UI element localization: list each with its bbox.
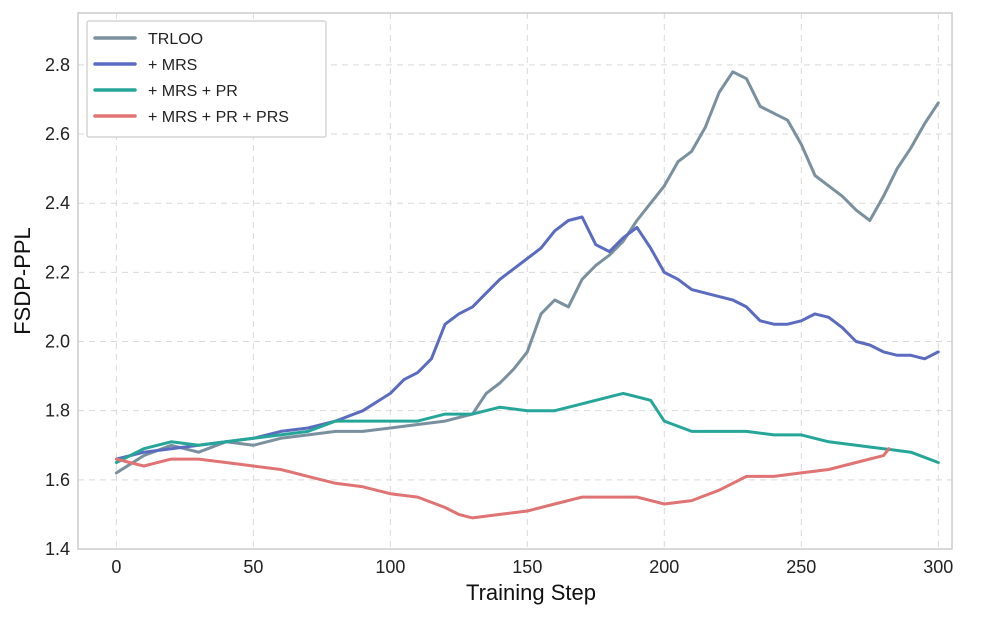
series-line-3 [114, 391, 940, 464]
y-tick-label: 1.4 [45, 539, 70, 559]
legend-box [86, 20, 327, 138]
y-tick-label: 2.2 [45, 262, 70, 282]
y-tick-label: 2.0 [45, 332, 70, 352]
y-tick-label: 1.6 [45, 470, 70, 490]
x-tick-label: 250 [786, 557, 816, 577]
y-axis-ticks: 1.4 1.6 1.8 2.0 2.2 2.4 2.6 2.8 [45, 55, 70, 559]
legend: TRLOO + MRS + MRS + PR + MRS + PR + PRS [86, 20, 327, 138]
x-tick-label: 150 [512, 557, 542, 577]
plot-frame [77, 12, 953, 550]
x-axis-label: Training Step [466, 580, 596, 605]
y-tick-label: 2.6 [45, 124, 70, 144]
x-tick-label: 50 [243, 557, 263, 577]
x-tick-label: 200 [649, 557, 679, 577]
legend-label: TRLOO [148, 31, 203, 48]
y-tick-label: 2.4 [45, 193, 70, 213]
x-axis-ticks: 0 50 100 150 200 250 300 [111, 557, 953, 577]
y-tick-label: 1.8 [45, 401, 70, 421]
legend-label: + MRS + PR [148, 83, 238, 100]
series-layer [114, 70, 940, 520]
series-line-1 [114, 70, 940, 475]
legend-label: + MRS [148, 57, 197, 74]
series-line-2 [114, 215, 940, 461]
x-tick-label: 0 [111, 557, 121, 577]
y-tick-label: 2.8 [45, 55, 70, 75]
y-axis-label: FSDP-PPL [10, 227, 35, 335]
legend-label: + MRS + PR + PRS [148, 109, 289, 126]
x-tick-label: 300 [923, 557, 953, 577]
x-tick-label: 100 [375, 557, 405, 577]
series-line-4 [114, 447, 891, 520]
